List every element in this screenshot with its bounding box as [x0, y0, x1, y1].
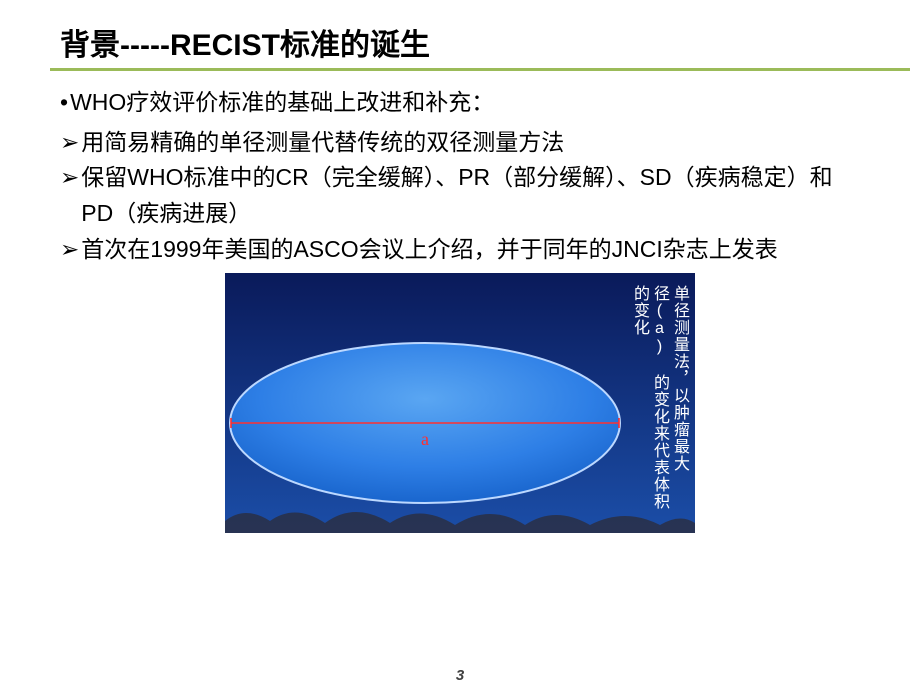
bullet-dot-icon: •: [60, 85, 68, 121]
bullet-sub2-text: 保留WHO标准中的CR（完全缓解）、PR（部分缓解）、SD（疾病稳定）和PD（疾…: [81, 160, 860, 231]
bullet-sub1-text: 用简易精确的单径测量代替传统的双径测量方法: [81, 125, 860, 161]
vtext-line3: 的变化: [629, 285, 649, 510]
vtext-line2: 径(a) 的变化来代表体积: [649, 285, 669, 510]
body-text: • WHO疗效评价标准的基础上改进和补充： ➢ 用简易精确的单径测量代替传统的双…: [60, 85, 860, 267]
bullet-sub-1: ➢ 用简易精确的单径测量代替传统的双径测量方法: [60, 125, 860, 161]
arrow-icon: ➢: [60, 232, 79, 268]
title-underline: [50, 68, 910, 71]
vtext-line1: 单径测量法，以肿瘤最大: [669, 285, 689, 510]
bullet-sub-3: ➢ 首次在1999年美国的ASCO会议上介绍，并于同年的JNCI杂志上发表: [60, 232, 860, 268]
bullet-main: • WHO疗效评价标准的基础上改进和补充：: [60, 85, 860, 121]
vertical-caption: 的变化径(a) 的变化来代表体积单径测量法，以肿瘤最大: [629, 285, 689, 510]
slide-container: 背景-----RECIST标准的诞生 • WHO疗效评价标准的基础上改进和补充：…: [0, 0, 920, 690]
bullet-main-text: WHO疗效评价标准的基础上改进和补充：: [70, 85, 494, 121]
bullet-sub-2: ➢ 保留WHO标准中的CR（完全缓解）、PR（部分缓解）、SD（疾病稳定）和PD…: [60, 160, 860, 231]
diagram-svg: a: [225, 273, 695, 533]
arrow-icon: ➢: [60, 160, 79, 196]
diagram-wrap: a 的变化径(a) 的变化来代表体积单径测量法，以肿瘤最大: [60, 273, 860, 533]
axis-label: a: [421, 429, 429, 449]
diagram: a 的变化径(a) 的变化来代表体积单径测量法，以肿瘤最大: [225, 273, 695, 533]
bullet-sub3-text: 首次在1999年美国的ASCO会议上介绍，并于同年的JNCI杂志上发表: [81, 232, 860, 268]
page-number: 3: [0, 667, 920, 684]
slide-title: 背景-----RECIST标准的诞生: [60, 20, 860, 64]
arrow-icon: ➢: [60, 125, 79, 161]
